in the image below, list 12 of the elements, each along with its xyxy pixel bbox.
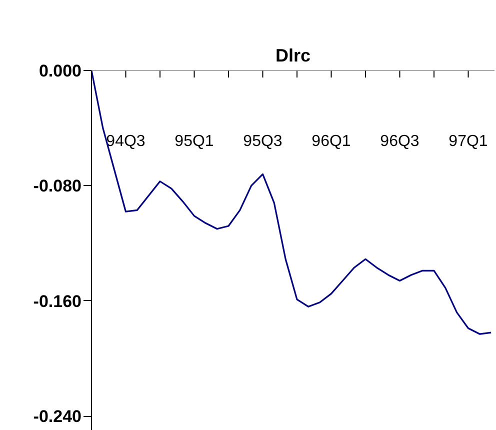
y-tick-label: -0.240 bbox=[33, 407, 82, 426]
y-tick-label: -0.160 bbox=[33, 292, 82, 311]
x-tick-label: 96Q3 bbox=[380, 133, 420, 150]
x-tick-label: 95Q1 bbox=[174, 133, 214, 150]
chart-title: Dlrc bbox=[275, 46, 311, 66]
y-tick-label: 0.000 bbox=[38, 62, 82, 80]
y-tick-label: -0.080 bbox=[33, 176, 82, 196]
line-series bbox=[92, 70, 492, 335]
x-tick-label: 94Q3 bbox=[106, 133, 146, 150]
x-tick-label: 95Q3 bbox=[243, 133, 282, 150]
x-tick-label: 96Q1 bbox=[312, 133, 351, 150]
x-tick-label: 97Q1 bbox=[448, 133, 488, 150]
